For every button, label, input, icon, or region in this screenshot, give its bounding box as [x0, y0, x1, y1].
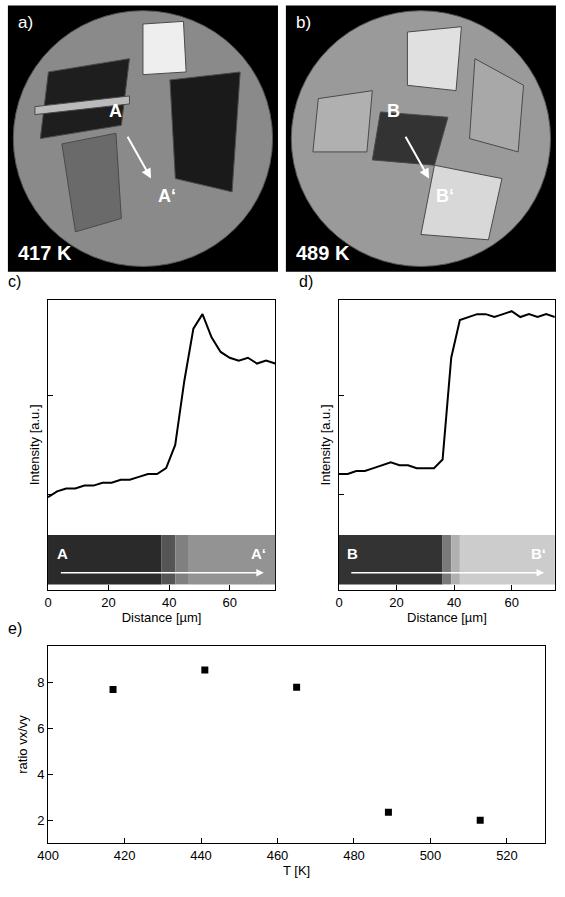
svg-text:B‘: B‘ [531, 545, 546, 562]
svg-text:B: B [387, 101, 400, 121]
svg-text:0: 0 [335, 595, 342, 610]
svg-text:40: 40 [447, 595, 461, 610]
svg-text:20: 20 [101, 595, 115, 610]
svg-text:d): d) [299, 273, 313, 290]
svg-text:A: A [109, 101, 122, 121]
svg-text:420: 420 [114, 848, 136, 863]
svg-text:417 K: 417 K [18, 242, 72, 264]
svg-text:A‘: A‘ [158, 186, 176, 206]
svg-text:a): a) [18, 13, 33, 32]
svg-text:Intensity [a.u.]: Intensity [a.u.] [27, 404, 42, 485]
svg-text:A‘: A‘ [251, 545, 266, 562]
svg-text:8: 8 [37, 675, 44, 690]
svg-text:4: 4 [37, 767, 44, 782]
svg-text:440: 440 [190, 848, 212, 863]
svg-text:480: 480 [343, 848, 365, 863]
svg-text:Distance [µm]: Distance [µm] [122, 610, 202, 625]
svg-text:400: 400 [37, 848, 59, 863]
svg-text:Distance [µm]: Distance [µm] [407, 610, 487, 625]
svg-text:Intensity [a.u.]: Intensity [a.u.] [318, 404, 333, 485]
svg-text:e): e) [8, 620, 22, 637]
svg-text:b): b) [296, 13, 311, 32]
svg-text:520: 520 [496, 848, 518, 863]
svg-text:500: 500 [420, 848, 442, 863]
svg-text:A: A [57, 545, 68, 562]
svg-text:B: B [347, 545, 358, 562]
svg-text:6: 6 [37, 721, 44, 736]
svg-text:T [K]: T [K] [283, 863, 310, 878]
svg-text:489 K: 489 K [296, 242, 350, 264]
svg-text:B‘: B‘ [436, 186, 454, 206]
svg-text:0: 0 [44, 595, 51, 610]
svg-text:40: 40 [162, 595, 176, 610]
svg-text:460: 460 [267, 848, 289, 863]
svg-text:60: 60 [222, 595, 236, 610]
svg-text:ratio vx/vy: ratio vx/vy [15, 715, 30, 774]
svg-text:60: 60 [504, 595, 518, 610]
svg-text:2: 2 [37, 813, 44, 828]
svg-text:c): c) [8, 273, 21, 290]
svg-text:20: 20 [389, 595, 403, 610]
